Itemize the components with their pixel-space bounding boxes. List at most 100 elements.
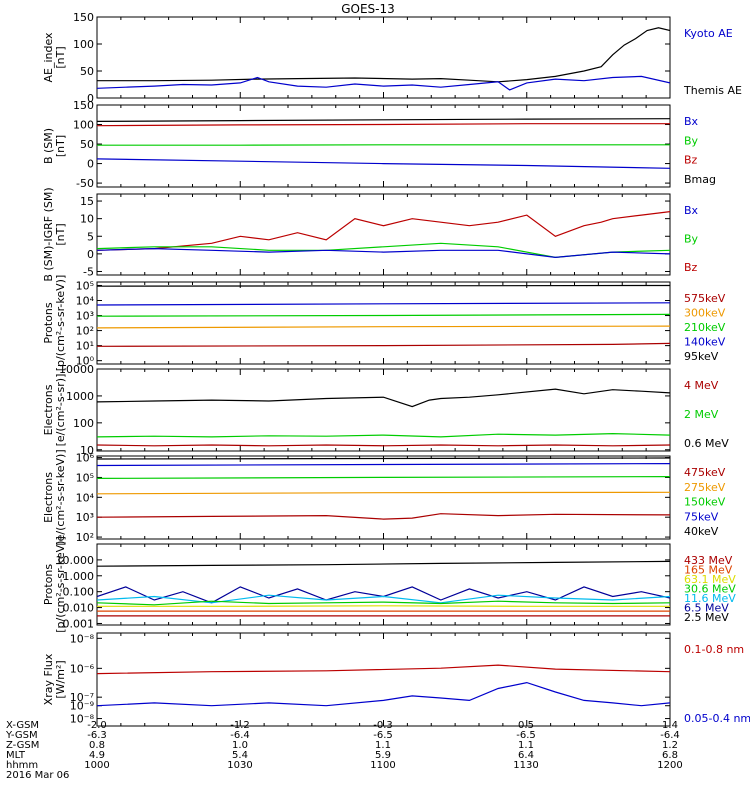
series-line-7-3	[97, 594, 670, 604]
series-line-7-4	[97, 600, 670, 606]
y-tick-label: 15	[80, 195, 94, 208]
y-axis-label: Protons	[42, 564, 55, 605]
y-tick-label: 10000	[59, 363, 94, 376]
y-tick-label: 10²	[76, 531, 94, 544]
panel-frame	[96, 543, 671, 626]
x-row-value: 1.1	[375, 740, 391, 751]
x-row-value: -6.5	[373, 730, 393, 741]
y-tick-label: 0.010	[63, 602, 95, 615]
series-line-6-2	[97, 463, 670, 467]
y-tick-label: 50	[80, 65, 94, 78]
x-row-value: 5.9	[375, 750, 391, 761]
y-tick-label: 100	[73, 38, 94, 51]
legend-entry: 2.5 MeV	[684, 611, 729, 624]
x-row-label: MLT	[6, 750, 26, 761]
y-axis-label: B (SM)	[42, 128, 55, 164]
legend-entry: Bmag	[684, 173, 716, 186]
legend-entry: 165 MeV	[684, 564, 733, 577]
series-line-3-1	[97, 211, 670, 251]
legend-entry: 140keV	[684, 336, 726, 349]
y-tick-label: 0.001	[63, 617, 95, 630]
y-tick-label: 150	[73, 11, 94, 24]
panel-1: 0 50 100 150 AE_index [nT] Kyoto AE Themis AE	[42, 11, 742, 105]
y-axis-unit: [W/m²]	[54, 660, 67, 698]
x-row-value: 1100	[370, 760, 395, 771]
series-line-6-1	[97, 457, 670, 460]
x-row-value: 1.2	[662, 740, 678, 751]
y-tick-label: 10	[80, 444, 94, 457]
y-tick-label: 10⁴	[76, 491, 95, 504]
x-row-value: 1.1	[518, 740, 534, 751]
y-tick-label: 10¹	[76, 340, 94, 353]
series-line-7-2	[97, 586, 670, 604]
legend-entry: Themis AE	[683, 84, 742, 97]
y-tick-label: 10³	[76, 511, 94, 524]
series-line-1-2	[97, 75, 670, 91]
legend-entry: By	[684, 134, 699, 147]
y-tick-label: 10²	[76, 325, 94, 338]
series-line-3-3	[97, 247, 670, 259]
series-line-5-3	[97, 444, 670, 447]
panel-5: 10 100 1000 10000 Electrons [e/(cm²-s-sr)] 4 M…	[42, 363, 729, 457]
y-axis-unit: [e/(cm²-s-sr-keV)]	[54, 449, 67, 545]
legend-entry: 433 MeV	[684, 554, 733, 567]
legend-entry: 11.6 MeV	[684, 592, 736, 605]
x-row-value: 1000	[84, 760, 109, 771]
series-line-2-4	[97, 158, 670, 169]
panel-frame	[96, 632, 671, 727]
series-line-6-5	[97, 513, 670, 520]
legend-entry: Kyoto AE	[684, 27, 733, 40]
x-row-value: 1030	[227, 760, 252, 771]
series-line-1-1	[97, 27, 670, 83]
x-row-value: -6.3	[87, 730, 107, 741]
y-tick-label: 100	[73, 119, 94, 132]
chart-title: GOES-13	[341, 2, 395, 16]
x-row-value: -6.4	[660, 730, 680, 741]
y-tick-label: 10⁻⁹	[70, 700, 94, 713]
series-line-4-1	[97, 284, 670, 287]
legend-entry: 300keV	[684, 307, 726, 320]
y-tick-label: 10	[80, 213, 94, 226]
x-row-value: 6.4	[518, 750, 534, 761]
y-axis-label: AE_index	[42, 32, 55, 83]
legend-entry: 475keV	[684, 466, 726, 479]
y-axis-label: Protons	[42, 302, 55, 343]
series-line-4-5	[97, 342, 670, 347]
y-tick-label: 10⁶	[76, 452, 95, 465]
series-line-6-3	[97, 476, 670, 479]
x-row-value: -1.2	[230, 720, 250, 731]
x-row-value: -6.5	[516, 730, 536, 741]
y-axis-unit: [p/(cm²-s-sr-keV)]	[54, 536, 67, 633]
y-axis-unit: [nT]	[54, 46, 67, 68]
series-line-2-1	[97, 118, 670, 122]
legend-entry: 0.1-0.8 nm	[684, 643, 744, 656]
legend-entry: 150keV	[684, 496, 726, 509]
panel-3: -5 0 5 10 15 B (SM)-IGRF (SM) [nT] Bx By Bz	[42, 187, 699, 281]
y-tick-label: 150	[73, 99, 94, 112]
y-tick-label: 10⁻⁸	[70, 713, 95, 726]
series-line-2-2	[97, 123, 670, 127]
x-row-value: 1130	[513, 760, 538, 771]
x-row-value: 1.0	[232, 740, 248, 751]
series-line-4-2	[97, 302, 670, 306]
panel-frame	[96, 368, 671, 452]
legend-entry: 2 MeV	[684, 408, 719, 421]
series-line-7-1	[97, 560, 670, 567]
legend-entry: 575keV	[684, 292, 726, 305]
series-line-5-1	[97, 388, 670, 408]
x-row-value: 0.5	[518, 720, 534, 731]
y-axis-label: Electrons	[42, 472, 55, 523]
series-line-8-2	[97, 681, 670, 707]
legend-entry: Bx	[684, 204, 699, 217]
legend-entry: 210keV	[684, 321, 726, 334]
panel-6: 10² 10³ 10⁴ 10⁵ 10⁶ Electrons [e/(cm²-s-sr-keV…	[42, 449, 726, 545]
legend-entry: 4 MeV	[684, 379, 719, 392]
x-row-value: 4.9	[89, 750, 105, 761]
panel-2: -50 0 50 100 150 B (SM) [nT] Bx By Bz Bmag	[42, 99, 716, 190]
series-line-4-4	[97, 325, 670, 329]
x-row-value: 6.8	[662, 750, 678, 761]
y-tick-label: 50	[80, 138, 94, 151]
x-row-value: 5.4	[232, 750, 248, 761]
